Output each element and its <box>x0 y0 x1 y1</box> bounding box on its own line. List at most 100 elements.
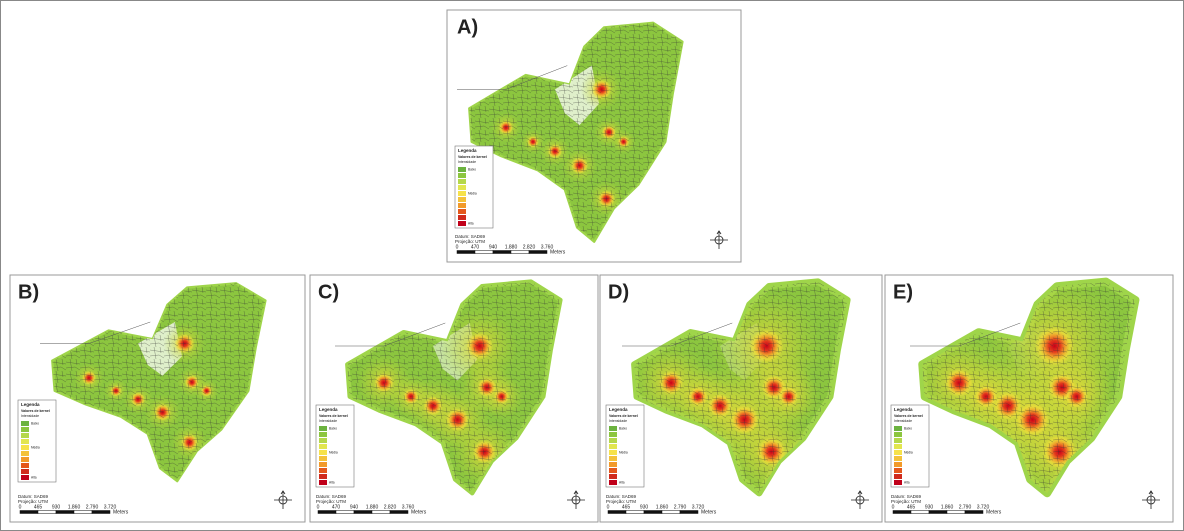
legend-subtitle: Valores de kernel <box>894 414 923 418</box>
legend-swatch <box>458 203 466 208</box>
legend-swatch <box>458 179 466 184</box>
legend-swatch <box>458 191 466 196</box>
legend-field: Intensidade <box>458 160 476 164</box>
legend-low: Baixo <box>468 167 476 171</box>
legend-swatch <box>458 215 466 220</box>
scale-segment <box>529 251 547 254</box>
legend-title: Legenda <box>319 407 338 412</box>
legend-swatch <box>21 421 29 426</box>
legend-swatch <box>21 439 29 444</box>
legend-low: Baixo <box>619 426 627 430</box>
scale-segment <box>662 511 680 514</box>
legend: LegendaValores de kernelIntensidadeBaixo… <box>606 405 644 487</box>
legend-swatch <box>609 444 617 449</box>
legend-field: Intensidade <box>319 419 337 423</box>
legend-swatch <box>894 480 902 485</box>
scale-label: 470 <box>471 244 480 250</box>
legend-swatch <box>21 469 29 474</box>
legend-mid: Média <box>468 191 477 195</box>
scale-label: 0 <box>19 504 22 510</box>
legend-mid: Média <box>31 445 40 449</box>
legend-swatch <box>894 444 902 449</box>
scale-label: 465 <box>34 504 43 510</box>
scale-segment <box>390 511 408 514</box>
legend-swatch <box>21 427 29 432</box>
legend-mid: Média <box>619 450 628 454</box>
map-panel: E)LegendaValores de kernelIntensidadeBai… <box>885 275 1173 522</box>
figure: A)LegendaValores de kernelIntensidadeBai… <box>0 0 1184 531</box>
scale-segment <box>911 511 929 514</box>
legend-swatch <box>894 462 902 467</box>
legend-high: Alta <box>468 221 474 225</box>
scale-segment <box>680 511 698 514</box>
legend-low: Baixo <box>329 426 337 430</box>
scale-label: 0 <box>892 504 895 510</box>
legend-swatch <box>894 426 902 431</box>
scale-segment <box>56 511 74 514</box>
legend-swatch <box>21 457 29 462</box>
legend-subtitle: Valores de kernel <box>458 155 487 159</box>
legend-high: Alta <box>904 480 910 484</box>
legend-swatch <box>458 173 466 178</box>
scale-segment <box>92 511 110 514</box>
legend-high: Alta <box>329 480 335 484</box>
legend-high: Alta <box>31 475 37 479</box>
legend-swatch <box>894 474 902 479</box>
scale-label: 2.820 <box>384 504 397 510</box>
scale-segment <box>893 511 911 514</box>
legend-swatch <box>319 474 327 479</box>
legend-swatch <box>319 444 327 449</box>
legend-title: Legenda <box>609 407 628 412</box>
legend-swatch <box>319 462 327 467</box>
scale-segment <box>475 251 493 254</box>
legend-swatch <box>458 221 466 226</box>
scale-label: 1.880 <box>505 244 518 250</box>
legend-swatch <box>319 438 327 443</box>
scale-segment <box>644 511 662 514</box>
legend-swatch <box>319 450 327 455</box>
legend-swatch <box>609 432 617 437</box>
legend-swatch <box>609 438 617 443</box>
scale-label: 0 <box>317 504 320 510</box>
legend-swatch <box>319 426 327 431</box>
legend-subtitle: Valores de kernel <box>609 414 638 418</box>
panel-label: A) <box>457 16 478 38</box>
legend-subtitle: Valores de kernel <box>319 414 348 418</box>
legend-swatch <box>458 197 466 202</box>
scale-segment <box>511 251 529 254</box>
scale-segment <box>457 251 475 254</box>
legend-subtitle: Valores de kernel <box>21 409 50 413</box>
legend-swatch <box>319 468 327 473</box>
legend-swatch <box>319 480 327 485</box>
scale-label: 2.790 <box>959 504 972 510</box>
legend-swatch <box>894 450 902 455</box>
scale-label: 930 <box>52 504 61 510</box>
scale-segment <box>38 511 56 514</box>
legend-swatch <box>319 432 327 437</box>
legend-field: Intensidade <box>894 419 912 423</box>
legend-mid: Média <box>904 450 913 454</box>
legend-swatch <box>21 475 29 480</box>
panel-label: E) <box>893 281 913 303</box>
legend-title: Legenda <box>894 407 913 412</box>
legend-title: Legenda <box>21 402 40 407</box>
legend-swatch <box>609 468 617 473</box>
panel-label: C) <box>318 281 339 303</box>
legend-swatch <box>458 185 466 190</box>
legend-swatch <box>319 456 327 461</box>
scale-segment <box>626 511 644 514</box>
scale-segment <box>608 511 626 514</box>
panel-label: B) <box>18 281 39 303</box>
scale-label: 0 <box>607 504 610 510</box>
legend-mid: Média <box>329 450 338 454</box>
scale-label: 1.860 <box>656 504 669 510</box>
legend-swatch <box>894 432 902 437</box>
scale-label: 930 <box>925 504 934 510</box>
scale-unit: Meters <box>411 509 427 515</box>
legend-swatch <box>894 438 902 443</box>
legend-swatch <box>21 433 29 438</box>
